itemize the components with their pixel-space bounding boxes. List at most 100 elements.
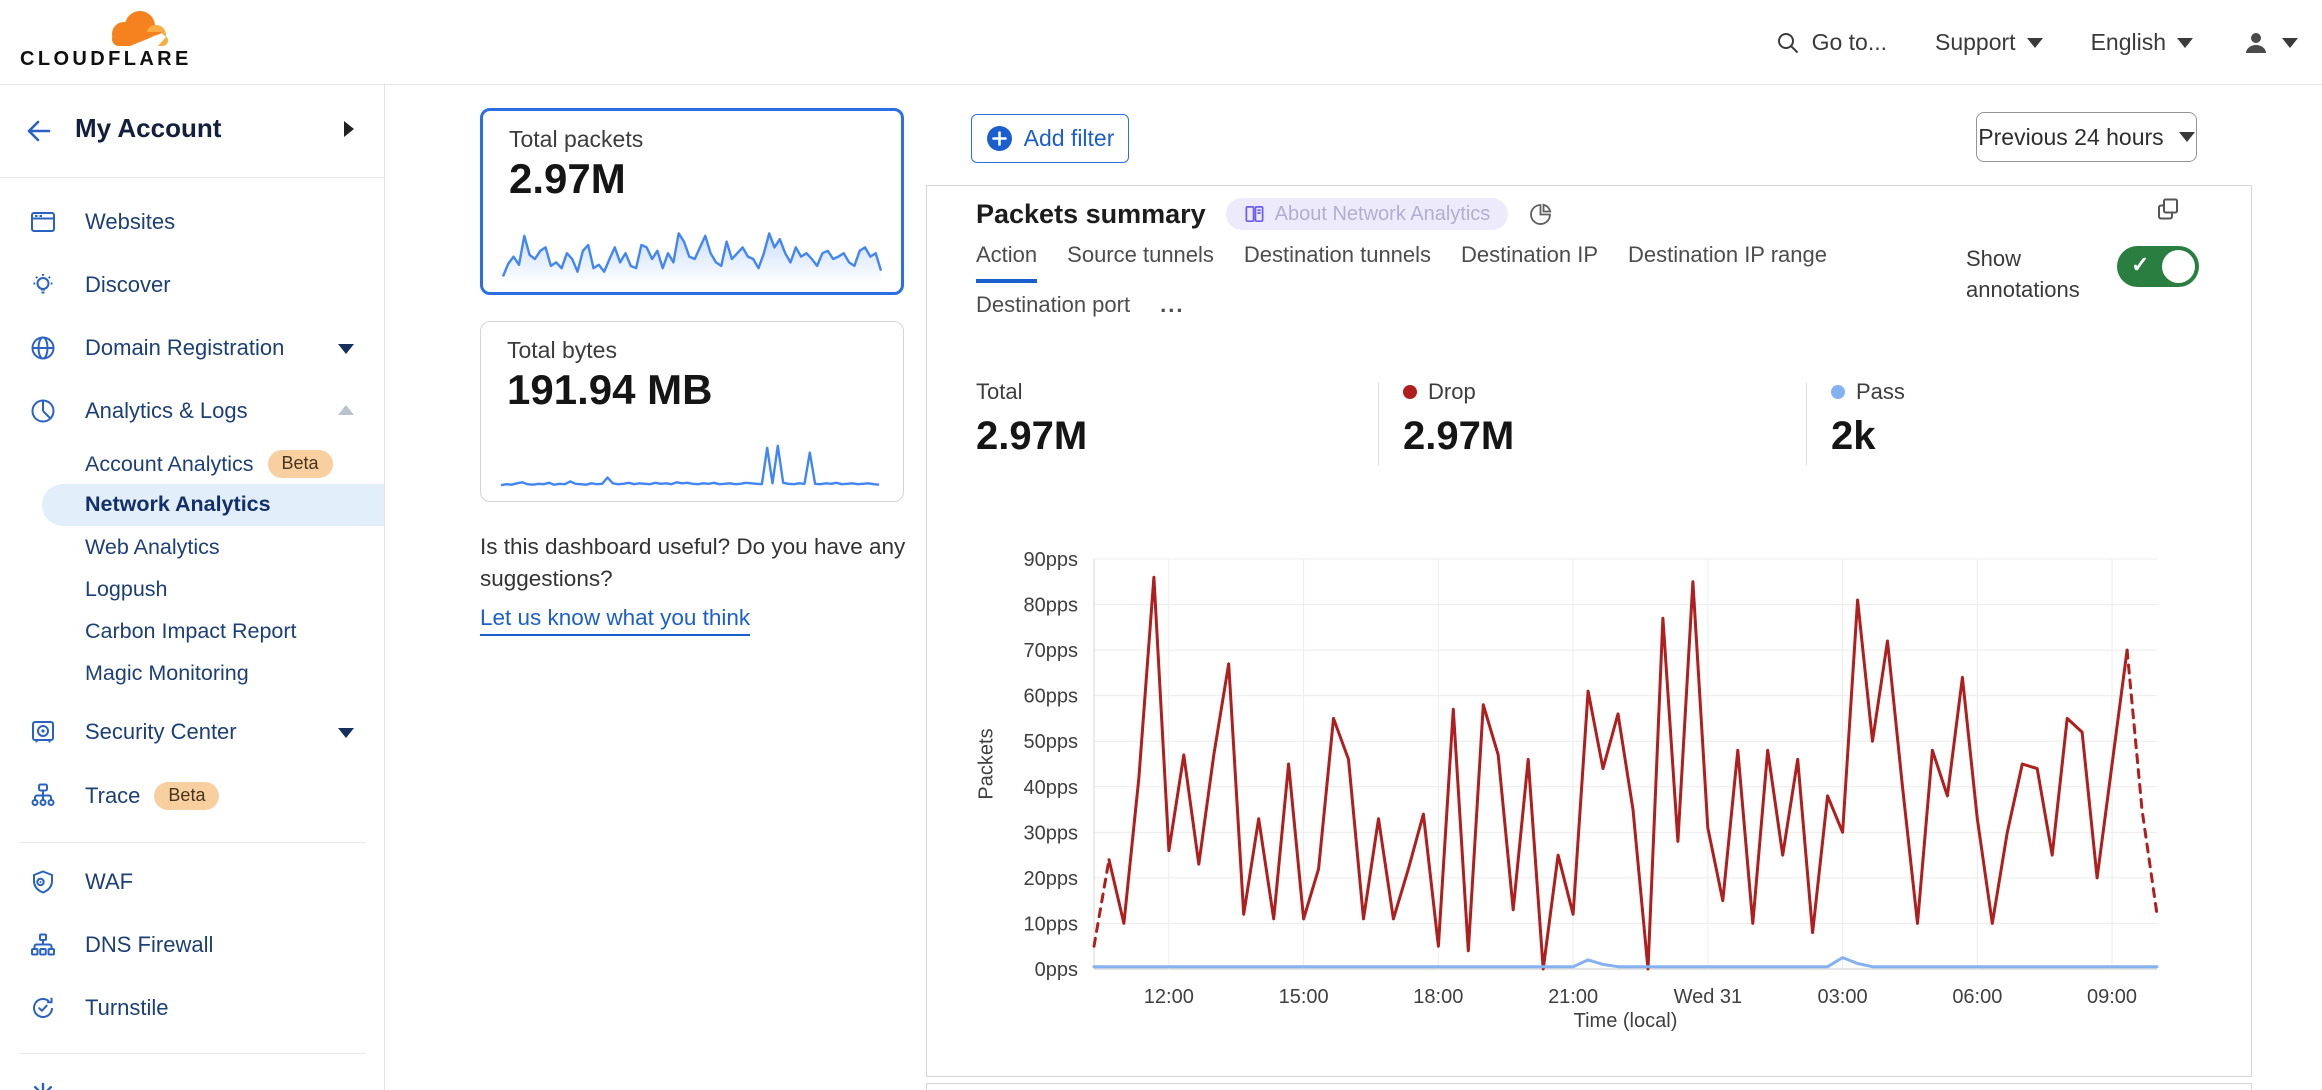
book-icon <box>1245 205 1264 222</box>
arrow-left-icon[interactable] <box>22 115 54 147</box>
chevron-down-icon <box>2178 132 2195 142</box>
about-network-analytics-badge[interactable]: About Network Analytics <box>1225 198 1509 230</box>
dns-tree-icon <box>30 932 56 958</box>
global-search[interactable]: Go to... <box>1775 29 1887 56</box>
stat-drop: Drop 2.97M <box>1403 379 1515 458</box>
show-annotations-label: Show annotations <box>1966 246 2080 302</box>
svg-text:20pps: 20pps <box>1024 868 1079 890</box>
stat-total: Total 2.97M <box>976 379 1088 458</box>
divider <box>1806 383 1807 465</box>
svg-text:18:00: 18:00 <box>1413 986 1463 1008</box>
chevron-up-icon <box>338 405 354 415</box>
time-range-dropdown[interactable]: Previous 24 hours <box>1976 112 2197 162</box>
sidebar-item-analytics-logs[interactable]: Analytics & Logs <box>0 389 384 433</box>
top-nav: CLOUDFLARE Go to... Support English <box>0 0 2322 85</box>
chevron-right-icon <box>344 121 354 137</box>
show-annotations-toggle[interactable]: ✓ <box>2117 246 2199 287</box>
sidebar-item-websites[interactable]: Websites <box>0 200 384 244</box>
sidebar-item-carbon-impact-report[interactable]: Carbon Impact Report <box>85 619 297 643</box>
sidebar-item-trace[interactable]: Trace Beta <box>0 773 384 817</box>
tab-destination-ip-range[interactable]: Destination IP range <box>1628 242 1827 267</box>
add-filter-button[interactable]: Add filter <box>971 114 1129 163</box>
svg-text:Wed 31: Wed 31 <box>1674 986 1743 1008</box>
sidebar-item-account-analytics[interactable]: Account Analytics Beta <box>0 442 384 484</box>
sidebar-item-magic-monitoring[interactable]: Magic Monitoring <box>85 661 249 685</box>
packets-summary-panel: Packets summary About Network Analytics … <box>926 185 2252 1077</box>
panel-title: Packets summary <box>976 198 1206 229</box>
sidebar-item-security-center[interactable]: Security Center <box>0 710 384 754</box>
rotate-check-icon <box>30 995 56 1021</box>
divider <box>0 177 384 178</box>
svg-text:06:00: 06:00 <box>1952 986 2002 1008</box>
tab-source-tunnels[interactable]: Source tunnels <box>1067 242 1214 267</box>
feedback-link[interactable]: Let us know what you think <box>480 602 751 636</box>
chart-type-pie-icon[interactable] <box>1528 202 1553 227</box>
divider <box>20 842 365 843</box>
sidebar-item-network-analytics[interactable]: Network Analytics <box>85 492 271 516</box>
sunburst-icon <box>30 1082 56 1090</box>
pass-legend-dot <box>1831 385 1845 399</box>
x-axis-title: Time (local) <box>1573 1010 1678 1032</box>
total-packets-card[interactable]: Total packets 2.97M <box>480 108 904 295</box>
cloudflare-cloud-icon <box>112 11 168 46</box>
tab-destination-tunnels[interactable]: Destination tunnels <box>1243 242 1432 267</box>
total-bytes-card[interactable]: Total bytes 191.94 MB <box>480 321 904 502</box>
panel-header: Packets summary About Network Analytics <box>976 198 1553 230</box>
search-label: Go to... <box>1811 29 1887 55</box>
total-packets-sparkline <box>501 232 883 284</box>
sidebar-item-dns-firewall[interactable]: DNS Firewall <box>0 923 384 967</box>
svg-text:03:00: 03:00 <box>1818 986 1868 1008</box>
search-icon <box>1777 32 1798 53</box>
user-menu[interactable] <box>2241 28 2298 58</box>
cloudflare-logo[interactable]: CLOUDFLARE <box>20 6 190 78</box>
card-title: Total packets <box>509 126 644 152</box>
chevron-down-icon <box>338 344 354 354</box>
account-title: My Account <box>75 113 222 143</box>
feedback-block: Is this dashboard useful? Do you have an… <box>480 531 925 636</box>
sidebar-item-partial[interactable] <box>0 1073 384 1090</box>
support-menu[interactable]: Support <box>1935 29 2043 56</box>
svg-text:30pps: 30pps <box>1024 822 1079 844</box>
feedback-question: Is this dashboard useful? Do you have an… <box>480 534 906 591</box>
safe-icon <box>30 719 56 745</box>
sidebar-item-turnstile[interactable]: Turnstile <box>0 986 384 1030</box>
pie-chart-icon <box>30 398 56 424</box>
svg-text:40pps: 40pps <box>1024 777 1079 799</box>
expand-panel-icon[interactable] <box>2155 196 2181 222</box>
svg-text:0pps: 0pps <box>1035 959 1078 981</box>
user-icon <box>2246 32 2266 53</box>
sidebar-item-discover[interactable]: Discover <box>0 263 384 307</box>
tab-action[interactable]: Action <box>976 242 1038 283</box>
svg-text:80pps: 80pps <box>1024 595 1079 617</box>
language-menu[interactable]: English <box>2091 29 2193 56</box>
beta-badge: Beta <box>267 450 333 478</box>
svg-text:60pps: 60pps <box>1024 686 1079 708</box>
tabs-overflow-button[interactable]: ... <box>1160 292 1185 317</box>
svg-text:70pps: 70pps <box>1024 640 1079 662</box>
svg-text:15:00: 15:00 <box>1279 986 1329 1008</box>
card-title: Total bytes <box>507 337 617 363</box>
stat-pass: Pass 2k <box>1831 379 1905 458</box>
shield-gear-icon <box>30 869 56 895</box>
header-actions: Go to... Support English <box>1727 0 2298 85</box>
chevron-down-icon <box>338 728 354 738</box>
sidebar-item-domain-registration[interactable]: Domain Registration <box>0 326 384 370</box>
svg-text:09:00: 09:00 <box>2087 986 2137 1008</box>
beta-badge: Beta <box>154 782 220 810</box>
sidebar-item-web-analytics[interactable]: Web Analytics <box>85 535 220 559</box>
chevron-down-icon <box>2282 37 2298 48</box>
svg-text:50pps: 50pps <box>1024 731 1079 753</box>
plus-circle-icon <box>986 126 1012 151</box>
divider <box>1378 383 1379 465</box>
sidebar-item-waf[interactable]: WAF <box>0 860 384 904</box>
selected-item-highlight <box>42 484 384 526</box>
sidebar-item-logpush[interactable]: Logpush <box>85 577 168 601</box>
tab-destination-ip[interactable]: Destination IP <box>1461 242 1599 267</box>
account-home-row[interactable]: My Account <box>0 107 384 155</box>
card-value: 2.97M <box>509 155 626 202</box>
sidebar: My Account Websites Discover Domain Regi… <box>0 85 385 1090</box>
toggle-knob <box>2162 250 2195 283</box>
tab-destination-port[interactable]: Destination port <box>976 292 1131 317</box>
packets-time-series-chart: 0pps 10pps 20pps 30pps 40pps 50pps 60pps 70pps 8… <box>1024 549 2159 1008</box>
